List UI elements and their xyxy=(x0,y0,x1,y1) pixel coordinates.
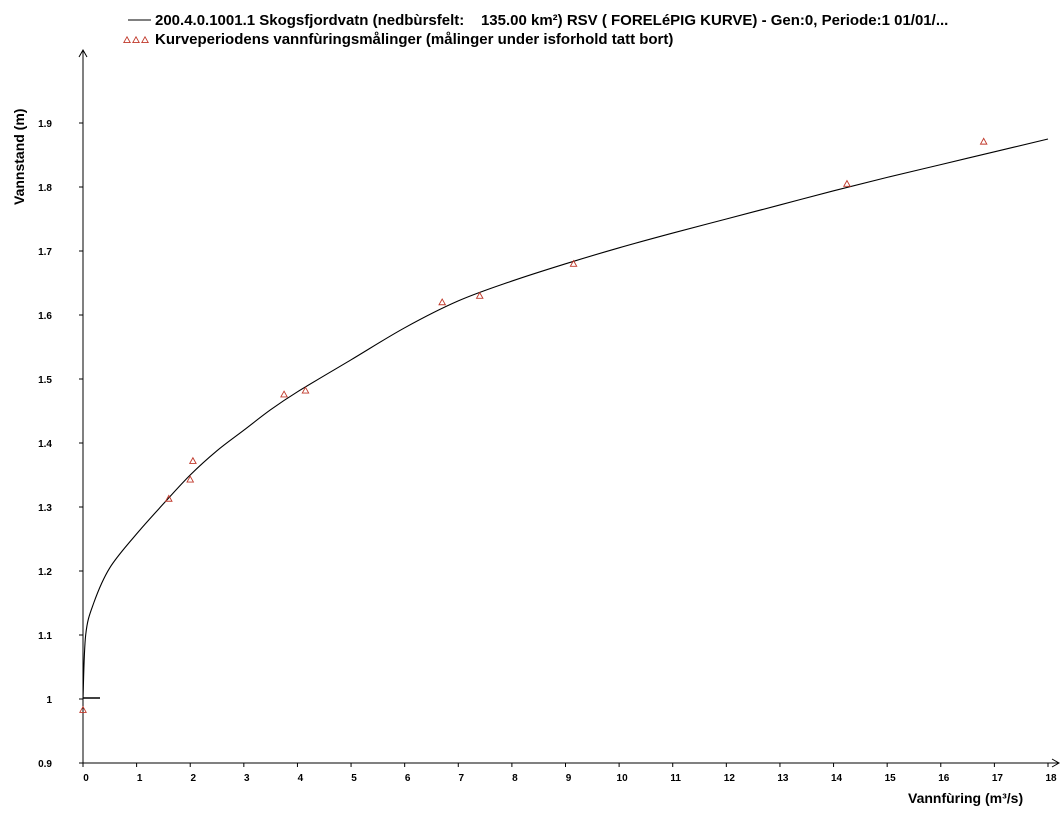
measurement-point xyxy=(438,298,447,306)
measurement-point xyxy=(301,386,310,394)
measurement-point xyxy=(186,475,195,483)
measurement-point xyxy=(188,456,197,464)
legend-entry-measurements: Kurveperiodens vannfùringsmålinger (måli… xyxy=(123,31,673,48)
y-ticks: 0.9 1 1.1 1.2 1.3 1.4 1.5 1.6 1.7 1.8 1.9 xyxy=(38,119,83,770)
y-tick-label: 1.9 xyxy=(38,119,52,130)
x-tick-label: 0 xyxy=(83,773,89,784)
y-axis-arrow xyxy=(78,48,88,58)
y-tick-label: 1.6 xyxy=(38,311,52,322)
measurement-point xyxy=(280,390,289,398)
measurement-point xyxy=(164,494,173,502)
legend-entry-curve: 200.4.0.1001.1 Skogsfjordvatn (nedbùrsfe… xyxy=(128,12,948,29)
y-tick-label: 1.5 xyxy=(38,375,52,386)
legend-marker-swatch xyxy=(123,35,149,44)
x-tick-label: 4 xyxy=(298,773,304,784)
x-tick-label: 16 xyxy=(938,773,950,784)
y-axis-title: Vannstand (m) xyxy=(11,109,27,205)
measurement-points xyxy=(79,137,988,713)
y-tick-label: 1.4 xyxy=(38,439,52,450)
legend-label-curve: 200.4.0.1001.1 Skogsfjordvatn (nedbùrsfe… xyxy=(155,12,948,29)
x-tick-label: 12 xyxy=(724,773,736,784)
x-tick-label: 17 xyxy=(992,773,1004,784)
y-tick-label: 1.1 xyxy=(38,631,52,642)
axes xyxy=(78,48,1061,768)
y-tick-label: 1.2 xyxy=(38,567,52,578)
x-tick-label: 7 xyxy=(458,773,464,784)
y-tick-label: 1 xyxy=(46,695,52,706)
legend: 200.4.0.1001.1 Skogsfjordvatn (nedbùrsfe… xyxy=(123,12,948,48)
x-tick-label: 10 xyxy=(617,773,629,784)
x-tick-label: 9 xyxy=(566,773,572,784)
x-tick-label: 13 xyxy=(777,773,789,784)
legend-label-measurements: Kurveperiodens vannfùringsmålinger (måli… xyxy=(155,31,673,48)
y-tick-label: 0.9 xyxy=(38,759,52,770)
measurement-point xyxy=(79,705,87,713)
measurement-point xyxy=(569,259,578,267)
rating-curve-line xyxy=(82,138,1049,700)
y-tick-label: 1.8 xyxy=(38,183,52,194)
x-tick-label: 18 xyxy=(1045,773,1057,784)
x-axis-arrow xyxy=(1051,758,1061,768)
measurement-point xyxy=(842,179,851,187)
x-tick-label: 1 xyxy=(137,773,143,784)
y-tick-label: 1.7 xyxy=(38,247,52,258)
x-tick-label: 14 xyxy=(831,773,843,784)
measurement-point xyxy=(475,291,484,299)
legend-triangle-marker xyxy=(123,35,131,44)
x-ticks: 0 1 2 3 4 5 6 7 8 9 10 11 12 13 14 15 16 17 18 xyxy=(82,763,1057,784)
x-tick-label: 2 xyxy=(190,773,196,784)
x-tick-label: 6 xyxy=(405,773,411,784)
x-tick-label: 8 xyxy=(512,773,518,784)
x-tick-label: 3 xyxy=(244,773,250,784)
x-tick-label: 15 xyxy=(885,773,897,784)
x-tick-label: 5 xyxy=(351,773,357,784)
x-tick-label: 11 xyxy=(670,773,681,784)
y-tick-label: 1.3 xyxy=(38,503,52,514)
legend-triangle-marker xyxy=(132,35,140,44)
x-axis-title: Vannfùring (m³/s) xyxy=(908,790,1023,806)
measurement-point xyxy=(979,137,988,145)
legend-triangle-marker xyxy=(141,35,149,44)
